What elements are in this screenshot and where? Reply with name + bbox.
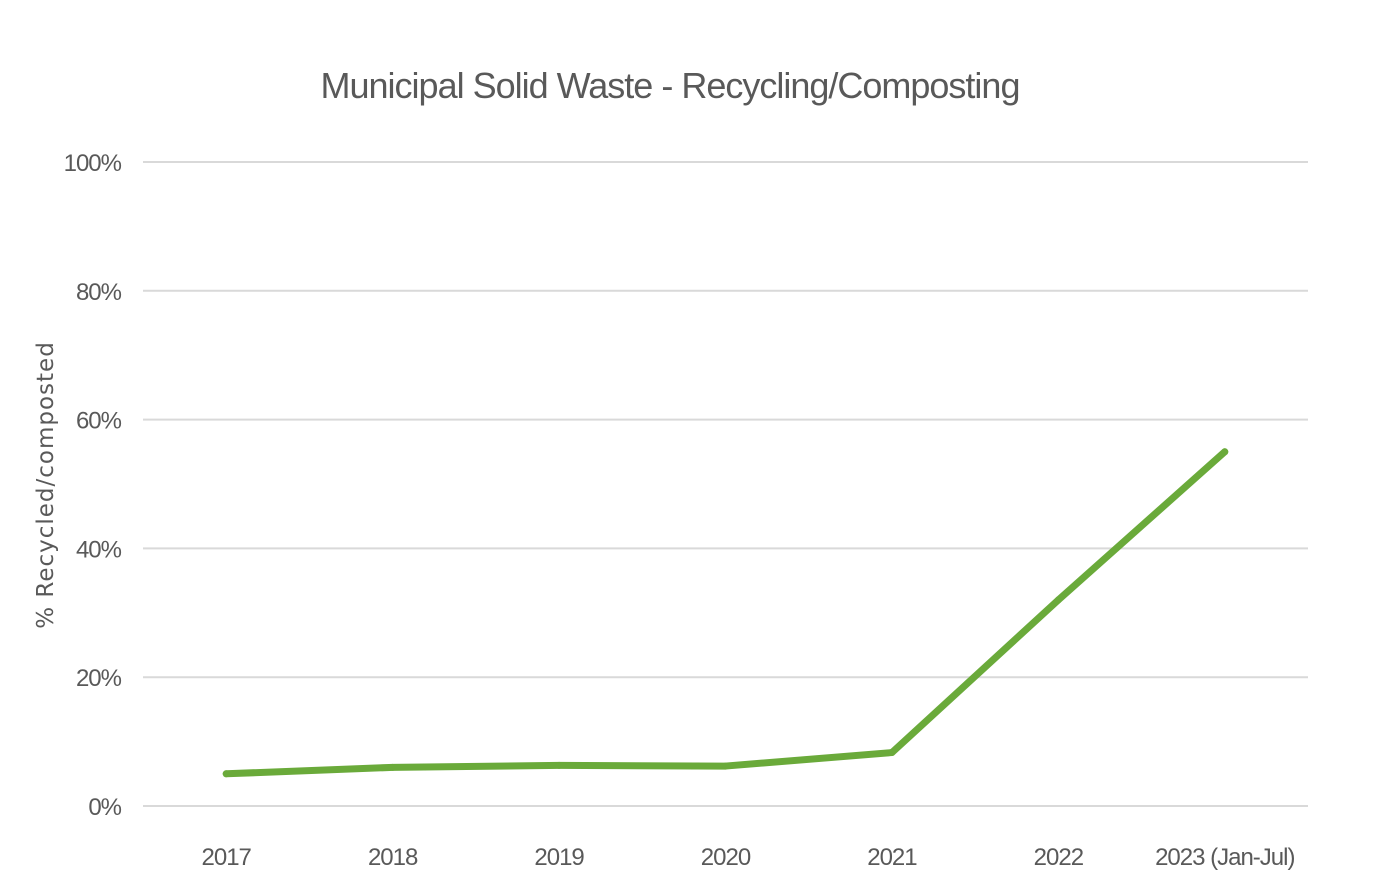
- gridlines: [143, 161, 1308, 807]
- data-point: [389, 763, 397, 771]
- y-tick-label: 20%: [76, 665, 122, 692]
- y-axis-ticks: 0% 20% 40% 60% 80% 100%: [64, 150, 123, 821]
- data-point: [888, 749, 896, 757]
- x-tick-label: 2018: [368, 844, 418, 871]
- y-axis-title: % Recycled/composted: [33, 341, 59, 629]
- series-layer: [222, 448, 1229, 778]
- y-tick-label: 0%: [88, 794, 121, 821]
- y-tick-label: 100%: [64, 150, 122, 177]
- y-tick-label: 40%: [76, 536, 122, 563]
- x-tick-label: 2021: [867, 844, 917, 871]
- data-point: [222, 770, 230, 778]
- y-tick-label: 60%: [76, 408, 122, 435]
- x-tick-label: 2023 (Jan-Jul): [1155, 844, 1294, 871]
- data-point: [722, 762, 729, 770]
- series-line: [222, 448, 1229, 778]
- data-point: [1221, 448, 1229, 456]
- x-tick-label: 2019: [534, 844, 584, 871]
- x-tick-label: 2022: [1034, 844, 1084, 871]
- chart-title: Municipal Solid Waste - Recycling/Compos…: [321, 65, 1020, 106]
- data-point: [1054, 596, 1062, 604]
- x-tick-label: 2020: [701, 844, 751, 871]
- data-point: [555, 761, 563, 769]
- y-tick-label: 80%: [76, 279, 122, 306]
- x-axis-ticks: 2017 2018 2019 2020 2021 2022 2023 (Jan-Jul): [202, 844, 1296, 871]
- x-tick-label: 2017: [202, 844, 252, 871]
